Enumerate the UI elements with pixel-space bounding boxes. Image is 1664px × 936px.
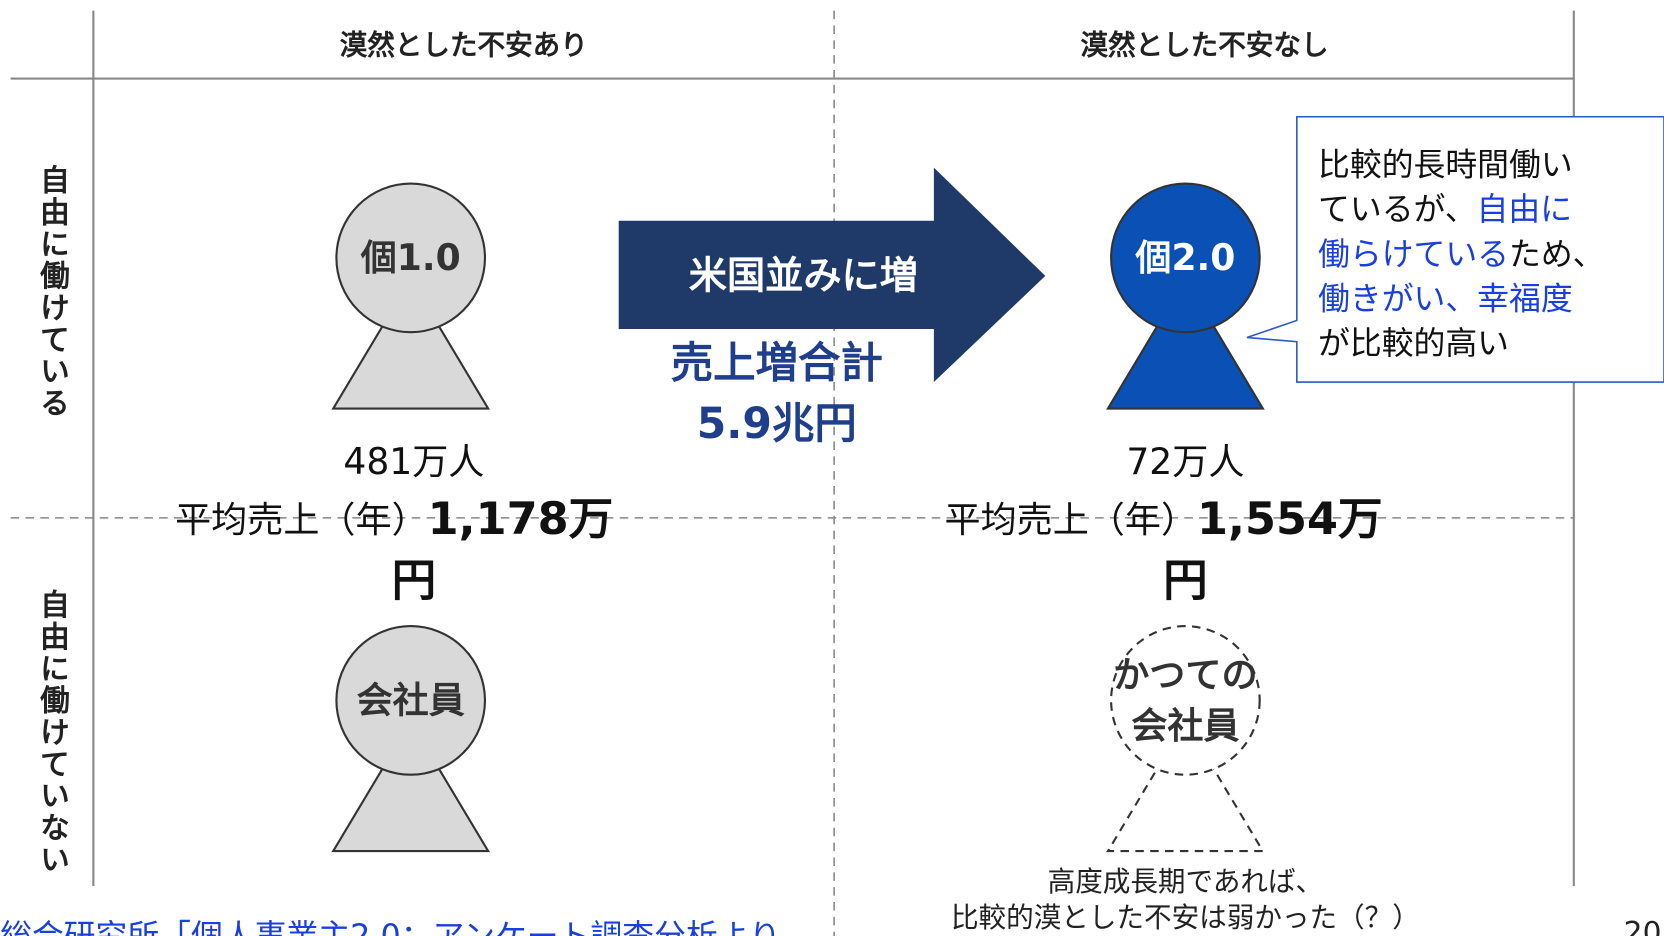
total-label: 売上増合計 <box>671 340 883 389</box>
figure-body <box>1106 277 1265 410</box>
figure-head <box>1110 182 1261 334</box>
people-count: 481万人 <box>343 441 484 483</box>
figure-head <box>335 625 487 776</box>
figure-head <box>1110 625 1261 776</box>
callout-line: ているが、自由に <box>1318 190 1572 228</box>
callout-text: 比較的長時間働い <box>1318 146 1573 184</box>
figure-body <box>1106 719 1265 853</box>
callout-line: 働きがい、幸福度 <box>1318 279 1573 317</box>
callout-text: 自由に <box>1477 190 1573 228</box>
callout-text: ているが、 <box>1318 190 1477 228</box>
sales-prefix: 平均売上（年） <box>944 499 1197 541</box>
callout-text: ため、 <box>1509 235 1604 273</box>
column-header: 漠然とした不安あり <box>340 29 588 62</box>
callout-box <box>1246 115 1664 383</box>
figure-body <box>331 719 491 853</box>
note: 高度成長期であれば、 <box>1048 865 1324 898</box>
sales-value: 1,178万 <box>428 493 614 545</box>
figure-label: 会社員 <box>357 680 465 722</box>
callout-text: 働らけている <box>1318 235 1509 273</box>
figure-body <box>331 277 491 410</box>
callout-text: が比較的高い <box>1318 324 1509 362</box>
column-header: 漠然とした不安なし <box>1080 29 1328 62</box>
arrow <box>618 167 1046 383</box>
figure-label: 会社員 <box>1131 705 1239 747</box>
source: 総合研究所「個人事業主2.0：アンケート調査分析より <box>0 917 781 936</box>
arrow-label: 米国並みに増 <box>689 255 918 299</box>
callout-line: が比較的高い <box>1318 324 1509 362</box>
sales-value: 1,554万 <box>1197 493 1383 545</box>
sales-line: 平均売上（年）1,178万 <box>175 493 613 545</box>
figure-head <box>335 182 487 334</box>
page-number: 20 <box>1624 915 1662 936</box>
figure-label: かつての <box>1113 654 1257 696</box>
callout-line: 比較的長時間働い <box>1318 146 1573 184</box>
sales-value: 円 <box>1163 555 1208 607</box>
callout-line: 働らけているため、 <box>1318 235 1604 273</box>
callout-text: 働きがい、幸福度 <box>1318 279 1573 317</box>
note: 比較的漠とした不安は弱かった（？） <box>951 901 1420 934</box>
figure-label: 個2.0 <box>1134 237 1235 279</box>
sales-value: 円 <box>392 555 437 607</box>
row-header: 自由に働けていない <box>34 589 70 876</box>
sales-prefix: 平均売上（年） <box>175 499 428 541</box>
total-value: 5.9兆円 <box>697 400 857 449</box>
sales-line: 平均売上（年）1,554万 <box>944 493 1382 545</box>
row-header: 自由に働けている <box>34 164 70 419</box>
figure-label: 個1.0 <box>360 237 461 279</box>
people-count: 72万人 <box>1126 441 1244 483</box>
